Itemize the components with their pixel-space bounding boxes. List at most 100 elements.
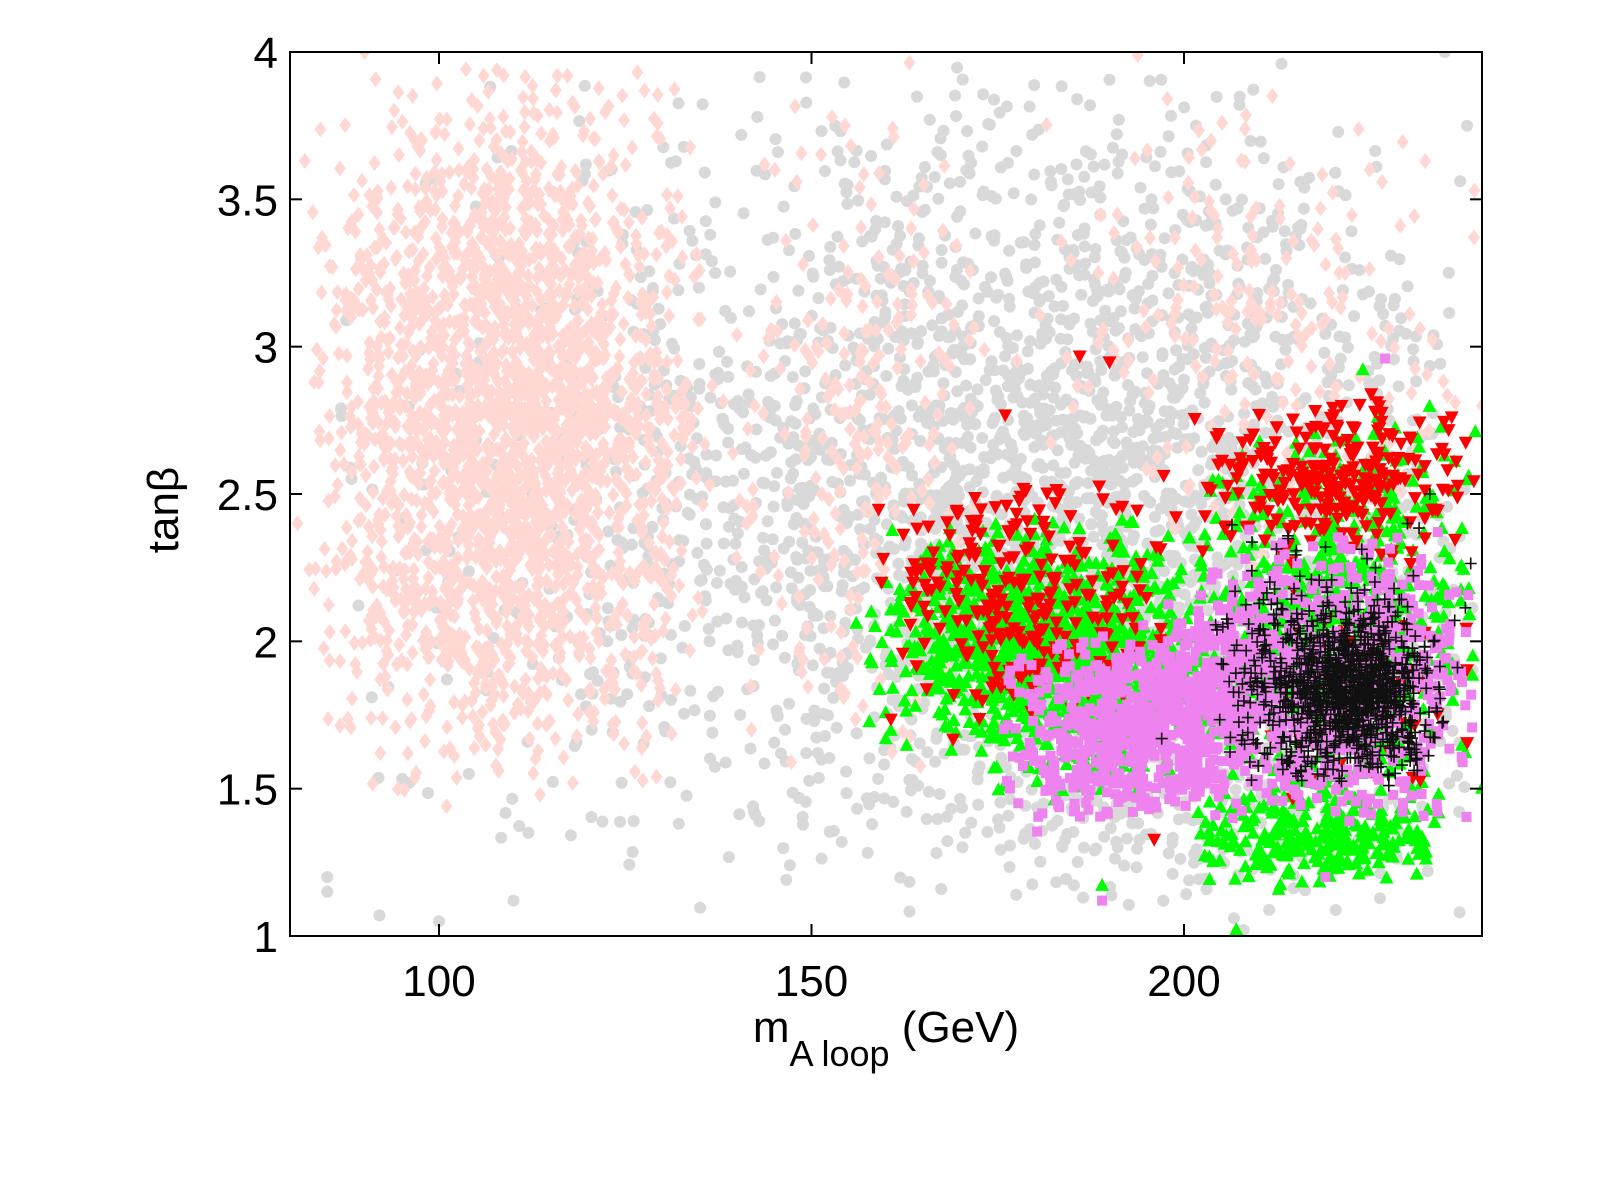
circle-point (982, 118, 995, 130)
circle-point (1118, 478, 1131, 490)
circle-point (1084, 148, 1097, 161)
circle-point (1091, 394, 1104, 407)
circle-point (1434, 357, 1447, 370)
circle-point (1226, 204, 1239, 217)
circle-point (678, 707, 690, 720)
circle-point (1128, 302, 1141, 315)
circle-point (373, 909, 386, 922)
circle-point (988, 411, 1001, 424)
circle-point (1120, 832, 1133, 845)
circle-point (848, 156, 861, 169)
circle-point (1000, 100, 1013, 113)
circle-point (815, 852, 828, 865)
circle-point (728, 398, 741, 411)
circle-point (601, 635, 614, 648)
circle-point (1345, 225, 1358, 238)
circle-point (747, 654, 760, 667)
circle-point (914, 537, 927, 550)
circle-point (969, 227, 982, 240)
circle-point (1254, 135, 1267, 148)
circle-point (666, 337, 678, 350)
circle-point (1084, 99, 1096, 112)
circle-point (911, 90, 923, 103)
circle-point (1116, 148, 1129, 161)
circle-point (709, 196, 722, 209)
circle-point (1007, 391, 1020, 404)
circle-point (781, 500, 794, 512)
circle-point (1033, 219, 1046, 232)
circle-point (1108, 465, 1121, 478)
circle-point (686, 234, 699, 247)
circle-point (837, 669, 850, 682)
circle-point (1003, 244, 1016, 257)
circle-point (735, 128, 748, 141)
circle-point (611, 534, 624, 546)
circle-point (700, 563, 713, 576)
circle-point (842, 513, 854, 526)
circle-point (321, 871, 334, 884)
circle-point (1115, 246, 1128, 259)
circle-point (878, 792, 891, 805)
circle-point (1127, 426, 1140, 438)
circle-point (747, 619, 760, 632)
circle-point (1028, 239, 1041, 251)
circle-point (965, 816, 978, 829)
circle-point (610, 465, 622, 478)
circle-point (688, 455, 701, 468)
circle-point (783, 859, 796, 872)
circle-point (1198, 396, 1211, 409)
circle-point (903, 875, 916, 888)
scatter-marks (291, 52, 1482, 936)
circle-point (665, 693, 677, 706)
circle-point (1119, 488, 1132, 501)
circle-point (1190, 311, 1203, 324)
circle-point (1059, 833, 1072, 846)
circle-point (1006, 342, 1019, 354)
circle-point (1167, 383, 1180, 395)
circle-point (1047, 459, 1060, 472)
circle-point (673, 534, 686, 546)
circle-point (1369, 145, 1382, 157)
circle-point (839, 359, 852, 372)
circle-point (753, 815, 766, 828)
circle-point (1178, 495, 1191, 508)
circle-point (808, 715, 821, 727)
circle-point (717, 501, 730, 514)
circle-point (956, 299, 969, 312)
circle-point (1454, 175, 1467, 188)
circle-point (1437, 535, 1450, 548)
circle-point (1070, 158, 1083, 171)
circle-point (627, 815, 640, 827)
circle-point (1227, 334, 1240, 347)
circle-point (1003, 861, 1016, 873)
circle-point (1044, 165, 1057, 178)
circle-point (1304, 297, 1317, 310)
circle-point (736, 443, 748, 456)
circle-point (1236, 193, 1248, 206)
circle-point (790, 395, 803, 407)
circle-point (958, 743, 971, 756)
circle-point (1055, 80, 1068, 93)
circle-point (1073, 185, 1086, 198)
circle-point (897, 374, 910, 387)
circle-point (734, 708, 747, 721)
circle-point (788, 317, 801, 330)
circle-point (1085, 464, 1098, 477)
circle-point (1233, 98, 1246, 111)
circle-point (700, 537, 713, 550)
circle-point (1297, 202, 1310, 215)
circle-point (507, 894, 520, 907)
circle-point (1096, 467, 1109, 480)
circle-point (1133, 448, 1146, 461)
circle-point (1266, 390, 1279, 403)
circle-point (922, 365, 935, 378)
circle-point (900, 805, 913, 818)
circle-point (742, 388, 755, 401)
circle-point (1068, 312, 1081, 325)
circle-point (796, 536, 809, 549)
circle-point (993, 821, 1006, 834)
circle-point (1276, 333, 1289, 346)
circle-point (626, 846, 639, 858)
circle-point (865, 150, 878, 162)
circle-point (698, 166, 711, 179)
